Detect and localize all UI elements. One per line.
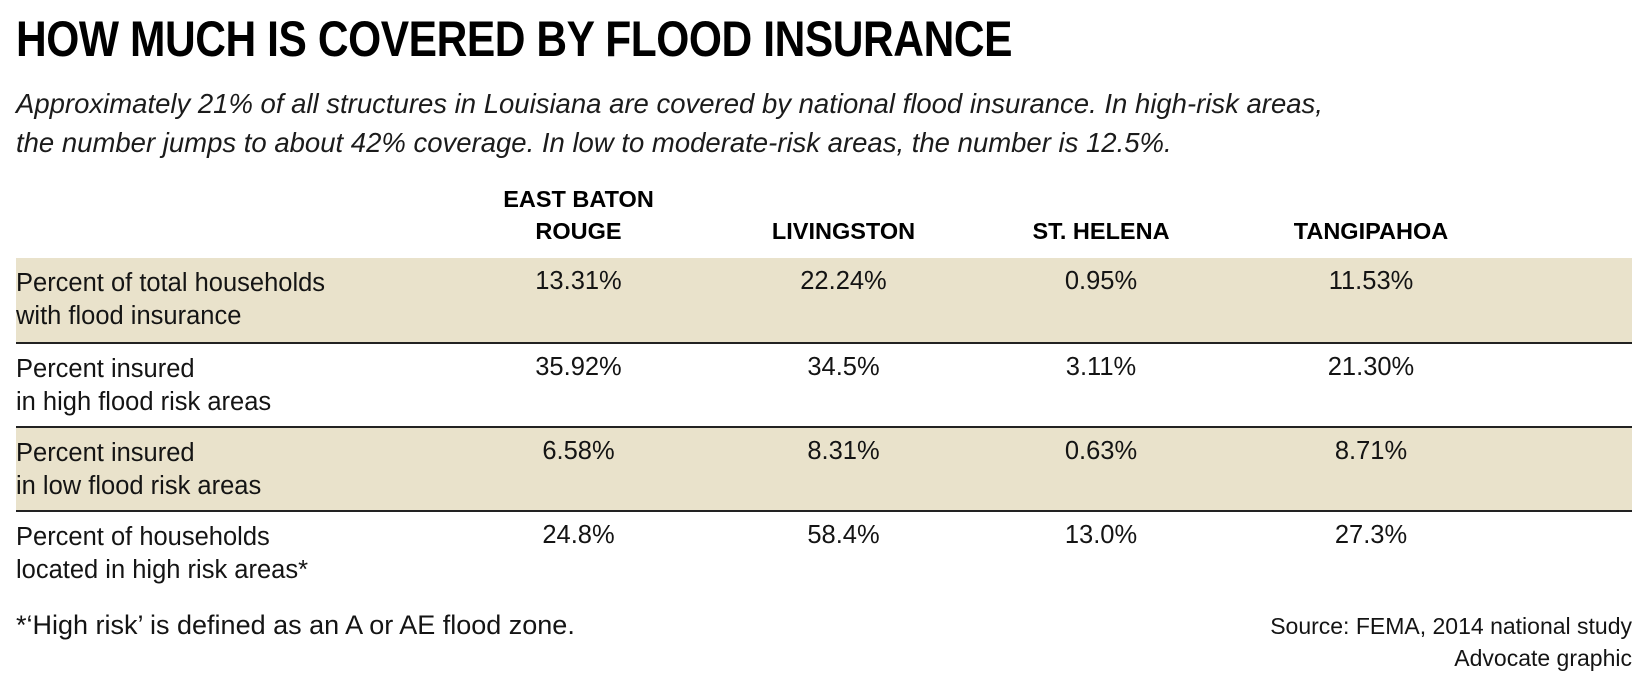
column-header-st-helena: ST. HELENA: [1032, 217, 1170, 244]
cell-value: 27.3%: [1334, 520, 1408, 549]
table-header-row: EAST BATON ROUGE LIVINGSTON ST. HELENA T…: [16, 184, 1632, 257]
cell-value: 8.71%: [1334, 436, 1408, 465]
chart-footer: *‘High risk’ is defined as an A or AE fl…: [16, 610, 1632, 674]
row-label: Percent insured in low flood risk areas: [16, 438, 262, 501]
source-credit: Source: FEMA, 2014 national study Advoca…: [1270, 612, 1632, 671]
cell-value: 8.31%: [807, 436, 880, 465]
cell-value: 13.31%: [535, 266, 622, 295]
table-row: Percent of households located in high ri…: [16, 509, 1632, 594]
infographic: HOW MUCH IS COVERED BY FLOOD INSURANCE A…: [16, 11, 1632, 674]
footnote: *‘High risk’ is defined as an A or AE fl…: [16, 609, 575, 640]
chart-title: HOW MUCH IS COVERED BY FLOOD INSURANCE: [16, 11, 1013, 67]
cell-value: 34.5%: [807, 352, 880, 381]
table-row: Percent insured in high flood risk areas…: [16, 341, 1632, 426]
cell-value: 22.24%: [800, 266, 887, 295]
cell-value: 6.58%: [542, 436, 615, 465]
column-header-tangipahoa: TANGIPAHOA: [1293, 217, 1449, 244]
column-header-east-baton-rouge: EAST BATON ROUGE: [503, 186, 654, 244]
row-end-spacer: [1516, 437, 1632, 510]
chart-subtitle: Approximately 21% of all structures in L…: [16, 88, 1323, 159]
row-label: Percent of households located in high ri…: [16, 522, 308, 585]
cell-value: 35.92%: [535, 352, 622, 381]
cell-value: 24.8%: [542, 520, 615, 549]
cell-value: 21.30%: [1327, 352, 1415, 381]
data-table: EAST BATON ROUGE LIVINGSTON ST. HELENA T…: [16, 184, 1632, 593]
row-label: Percent of total households with flood i…: [16, 268, 326, 331]
cell-value: 58.4%: [807, 520, 880, 549]
cell-value: 0.63%: [1064, 436, 1138, 465]
cell-value: 0.95%: [1064, 266, 1138, 295]
cell-value: 3.11%: [1065, 352, 1137, 381]
row-end-spacer: [1516, 521, 1632, 594]
column-header-livingston: LIVINGSTON: [771, 217, 916, 244]
table-row: Percent of total households with flood i…: [16, 257, 1632, 342]
row-end-spacer: [1516, 267, 1632, 342]
row-end-spacer: [1516, 353, 1632, 426]
cell-value: 11.53%: [1328, 266, 1414, 295]
cell-value: 13.0%: [1064, 520, 1138, 549]
row-label: Percent insured in high flood risk areas: [16, 354, 272, 417]
table-row: Percent insured in low flood risk areas …: [16, 425, 1632, 510]
